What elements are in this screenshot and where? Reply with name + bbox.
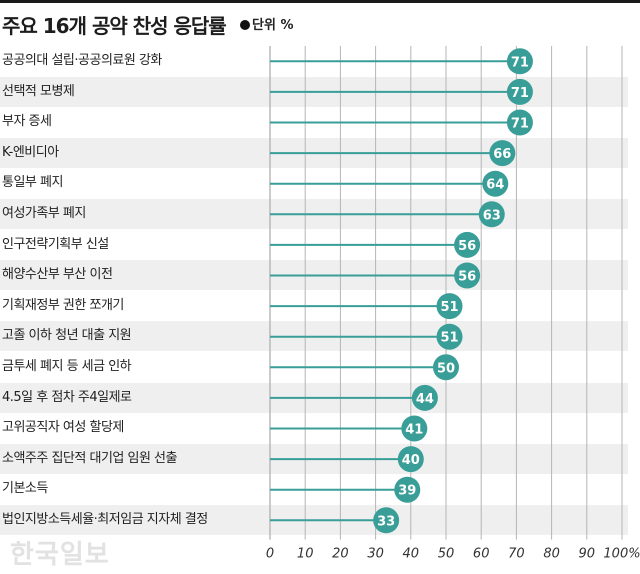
bullet-icon — [240, 20, 250, 30]
x-tick-label: 100% — [603, 547, 640, 562]
data-point — [454, 262, 481, 289]
data-point — [506, 78, 533, 105]
category-label: 여성가족부 폐지 — [2, 206, 86, 221]
data-point — [436, 293, 463, 320]
x-tick-label: 60 — [473, 547, 490, 562]
chart-title: 주요 16개 공약 찬성 응답률 — [2, 14, 227, 38]
category-label: 소액주주 집단적 대기업 임원 선출 — [2, 450, 177, 466]
data-label: 50 — [437, 361, 455, 376]
x-tick-label: 10 — [297, 547, 314, 562]
category-label: 해양수산부 부산 이전 — [2, 267, 113, 283]
data-label: 71 — [511, 117, 529, 132]
data-label: 51 — [440, 331, 458, 346]
data-label: 63 — [483, 208, 501, 223]
category-label: 선택적 모병제 — [2, 83, 75, 99]
category-label: 기본소득 — [2, 481, 48, 497]
data-point — [482, 170, 509, 197]
data-label: 51 — [440, 300, 458, 315]
data-label: 66 — [493, 147, 511, 162]
x-tick-label: 50 — [438, 547, 455, 562]
x-tick-label: 90 — [579, 547, 596, 562]
category-label: 인구전략기획부 신설 — [2, 236, 109, 252]
data-point — [433, 354, 459, 381]
data-label: 39 — [398, 484, 416, 499]
data-label: 41 — [405, 423, 423, 438]
x-tick-label: 40 — [403, 547, 420, 562]
data-point — [394, 476, 421, 503]
data-point — [478, 201, 505, 228]
data-point — [411, 384, 438, 411]
category-label: K-엔비디아 — [2, 144, 59, 160]
publisher-watermark: 한국일보 — [10, 540, 110, 570]
category-label: 법인지방소득세율·최저임금 지자체 결정 — [2, 512, 208, 527]
data-label: 71 — [511, 55, 529, 70]
data-point — [401, 415, 428, 442]
category-label: 고위공직자 여성 할당제 — [2, 420, 124, 436]
x-tick-label: 20 — [332, 547, 349, 562]
x-tick-label: 0 — [266, 547, 274, 562]
data-point — [489, 140, 516, 167]
category-label: 4.5일 후 점차 주4일제로 — [2, 389, 132, 405]
top-rule — [0, 0, 640, 3]
data-label: 56 — [458, 239, 476, 254]
data-label: 64 — [486, 178, 504, 193]
data-point — [506, 48, 533, 75]
data-point — [436, 323, 463, 350]
x-tick-label: 70 — [508, 547, 525, 562]
data-label: 56 — [458, 270, 476, 285]
x-tick-label: 30 — [367, 547, 384, 562]
data-label: 71 — [511, 86, 529, 101]
category-label: 공공의대 설립·공공의료원 강화 — [2, 53, 162, 68]
category-label: 금투세 폐지 등 세금 인하 — [2, 359, 132, 374]
category-label: 통일부 폐지 — [2, 175, 63, 191]
unit-label: 단위 % — [240, 14, 293, 33]
data-point — [397, 446, 424, 473]
data-point — [373, 507, 400, 534]
data-label: 44 — [416, 392, 434, 407]
x-tick-label: 80 — [543, 547, 560, 562]
data-label: 40 — [402, 453, 420, 468]
category-label: 부자 증세 — [2, 114, 52, 130]
data-point — [506, 109, 533, 136]
unit-text: 단위 % — [252, 18, 294, 33]
category-label: 기획재정부 권한 쪼개기 — [2, 297, 124, 313]
data-label: 33 — [377, 514, 395, 529]
category-label: 고졸 이하 청년 대출 지원 — [2, 328, 132, 344]
data-point — [454, 231, 481, 258]
